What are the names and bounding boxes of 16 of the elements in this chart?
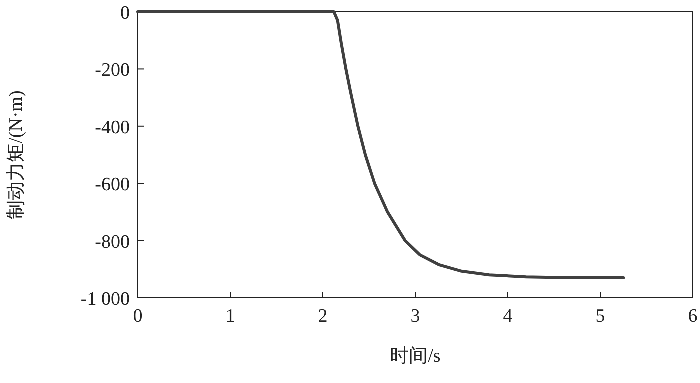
x-tick-label: 0: [133, 306, 143, 327]
x-tick-label: 6: [688, 306, 698, 327]
x-axis-title: 时间/s: [390, 346, 441, 367]
y-tick-label: 0: [120, 3, 130, 24]
x-tick-label: 3: [410, 306, 420, 327]
x-tick-label: 5: [596, 306, 606, 327]
x-tick-label: 2: [318, 306, 328, 327]
x-tick-label: 1: [226, 306, 236, 327]
y-tick-label: -200: [95, 60, 130, 82]
y-axis-title: 制动力矩/(N·m): [6, 90, 27, 220]
y-tick-label: -400: [95, 117, 130, 138]
y-tick-label: -1 000: [80, 289, 130, 310]
x-tick-label: 4: [503, 306, 514, 327]
line-series: [136, 10, 626, 280]
y-tick-label: -800: [95, 232, 130, 253]
y-tick-label: -600: [95, 174, 130, 196]
